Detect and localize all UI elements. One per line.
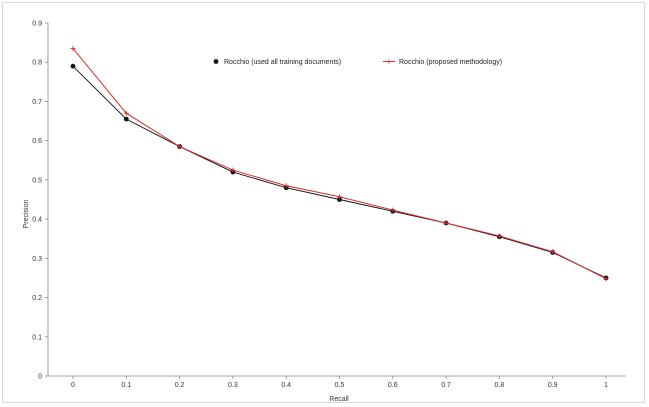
y-tick-label: 0.9 xyxy=(32,21,42,28)
series-layer xyxy=(70,45,609,282)
data-point xyxy=(123,110,129,116)
y-axis-ticks: 0 0.1 0.2 0.3 0.4 0.5 0.6 0.7 0.8 0.9 xyxy=(32,21,48,381)
y-tick-label: 0.8 xyxy=(32,60,42,67)
data-point xyxy=(230,167,236,173)
x-tick-label: 0.9 xyxy=(548,382,558,389)
axes xyxy=(47,23,626,377)
x-axis-title: Recall xyxy=(329,396,349,403)
y-tick-label: 0.6 xyxy=(32,138,42,145)
x-tick-label: 0.8 xyxy=(495,382,505,389)
x-axis-ticks: 0 0.1 0.2 0.3 0.4 0.5 0.6 0.7 0.8 0.9 1 xyxy=(71,376,608,389)
y-tick-label: 0.2 xyxy=(32,295,42,302)
data-point xyxy=(283,183,289,189)
x-tick-label: 0.4 xyxy=(281,382,291,389)
x-tick-label: 1 xyxy=(604,382,608,389)
data-point xyxy=(123,116,129,122)
x-tick-label: 0 xyxy=(71,382,75,389)
data-point xyxy=(550,249,556,255)
x-tick-label: 0.2 xyxy=(175,382,185,389)
x-tick-label: 0.7 xyxy=(441,382,451,389)
legend-label-series-2: Rocchio (proposed methodology) xyxy=(399,59,502,66)
series-line-1 xyxy=(72,65,607,279)
data-point xyxy=(390,207,396,213)
series-1 xyxy=(70,63,609,281)
y-tick-label: 0.1 xyxy=(32,334,42,341)
series-line-2 xyxy=(72,48,607,280)
y-axis-title: Precision xyxy=(23,200,30,229)
data-point xyxy=(70,45,76,51)
y-tick-label: 0 xyxy=(38,374,42,381)
y-tick-label: 0.4 xyxy=(32,217,42,224)
legend-marker-series-1 xyxy=(213,59,219,64)
data-point xyxy=(177,144,183,150)
y-tick-label: 0.7 xyxy=(32,99,42,106)
data-point xyxy=(70,63,76,69)
y-tick-label: 0.5 xyxy=(32,177,42,184)
data-point xyxy=(337,194,342,200)
x-tick-label: 0.1 xyxy=(121,382,131,389)
y-tick-label: 0.3 xyxy=(32,256,42,263)
legend-marker-series-2: + xyxy=(386,57,393,66)
x-tick-label: 0.6 xyxy=(388,382,398,389)
data-point xyxy=(443,220,449,226)
data-point xyxy=(603,276,609,282)
legend: Rocchio (used all training documents) + … xyxy=(213,57,502,66)
x-tick-label: 0.5 xyxy=(335,382,345,389)
legend-label-series-1: Rocchio (used all training documents) xyxy=(224,59,341,66)
series-2 xyxy=(70,45,609,282)
data-point xyxy=(337,197,342,202)
chart-frame xyxy=(2,2,645,403)
x-tick-label: 0.3 xyxy=(228,382,238,389)
data-point xyxy=(496,233,502,239)
